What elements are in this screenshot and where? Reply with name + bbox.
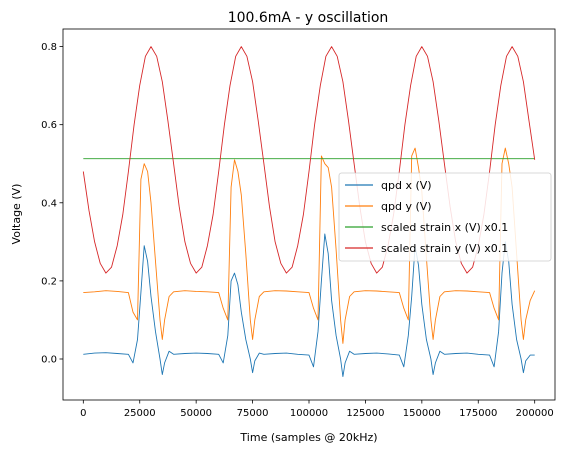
x-axis: 0 25000 50000 75000 100000 125000 150000 175000… — [80, 400, 554, 419]
x-tick-label: 175000 — [459, 408, 497, 419]
legend-label: scaled strain y (V) x0.1 — [381, 242, 508, 255]
x-tick-label: 50000 — [180, 408, 212, 419]
y-tick-label: 0.4 — [41, 198, 57, 209]
x-tick-label: 25000 — [124, 408, 156, 419]
x-tick-label: 0 — [80, 408, 86, 419]
x-tick-label: 100000 — [290, 408, 328, 419]
y-tick-label: 0.2 — [41, 276, 57, 287]
x-tick-label: 150000 — [403, 408, 441, 419]
legend-label: qpd y (V) — [381, 200, 432, 213]
x-tick-label: 75000 — [237, 408, 269, 419]
legend-label: qpd x (V) — [381, 179, 432, 192]
series-line-1 — [83, 147, 536, 344]
y-tick-label: 0.0 — [41, 354, 57, 365]
legend-box — [338, 172, 552, 262]
legend: qpd x (V) qpd y (V) scaled strain x (V) x0… — [338, 172, 552, 262]
y-axis-label: Voltage (V) — [10, 184, 23, 245]
y-tick-label: 0.6 — [41, 120, 57, 131]
x-axis-label: Time (samples @ 20kHz) — [239, 431, 377, 444]
legend-label: scaled strain x (V) x0.1 — [381, 221, 508, 234]
x-tick-label: 200000 — [516, 408, 554, 419]
x-tick-label: 125000 — [346, 408, 384, 419]
series-line-0 — [83, 233, 535, 378]
y-tick-label: 0.8 — [41, 42, 57, 53]
chart-title: 100.6mA - y oscillation — [228, 10, 389, 26]
y-axis: 0.0 0.2 0.4 0.6 0.8 — [41, 42, 63, 365]
